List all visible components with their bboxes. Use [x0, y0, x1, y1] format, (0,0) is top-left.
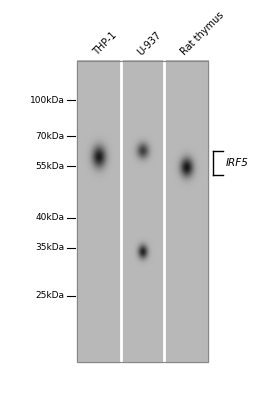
Bar: [77, 61, 208, 362]
Text: Rat thymus: Rat thymus: [179, 10, 226, 57]
Text: 25kDa: 25kDa: [35, 291, 65, 300]
Text: 70kDa: 70kDa: [35, 132, 65, 141]
Text: U-937: U-937: [135, 30, 163, 57]
Bar: [77, 61, 208, 362]
Text: 35kDa: 35kDa: [35, 243, 65, 252]
Text: IRF5: IRF5: [226, 158, 249, 169]
Text: 100kDa: 100kDa: [29, 96, 65, 105]
Text: THP-1: THP-1: [92, 30, 119, 57]
Text: 40kDa: 40kDa: [35, 213, 65, 222]
Text: 55kDa: 55kDa: [35, 162, 65, 171]
